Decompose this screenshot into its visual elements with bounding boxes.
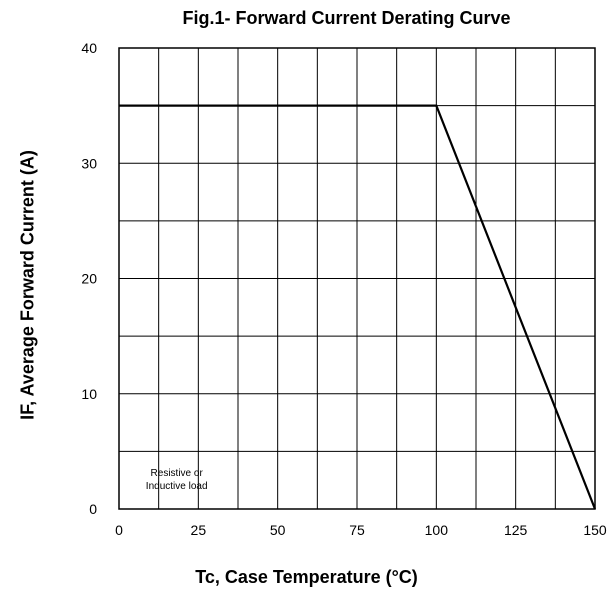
annotation-text: Inductive load (146, 481, 208, 492)
x-tick-label: 0 (115, 522, 123, 538)
y-tick-label: 10 (81, 386, 97, 402)
series-group (119, 104, 597, 510)
y-tick-label: 20 (81, 271, 97, 287)
annotation-text: Resistive or (151, 468, 204, 479)
ticks-group: 0 25 50 75 100 125 150 0 10 20 30 40 (81, 40, 606, 538)
chart-title: Fig.1- Forward Current Derating Curve (182, 8, 511, 28)
y-tick-label: 30 (81, 155, 97, 171)
annotations-group: Resistive or Inductive load (146, 468, 208, 492)
x-axis-label: Tc, Case Temperature (°C) (195, 567, 418, 587)
grid (118, 47, 596, 510)
derating-curve-line (119, 104, 597, 510)
x-tick-label: 50 (270, 522, 286, 538)
x-tick-label: 125 (504, 522, 528, 538)
y-tick-label: 0 (89, 501, 97, 517)
x-tick-label: 75 (349, 522, 365, 538)
y-tick-label: 40 (81, 40, 97, 56)
x-tick-label: 100 (425, 522, 449, 538)
x-tick-label: 150 (583, 522, 607, 538)
x-tick-label: 25 (191, 522, 207, 538)
plot-frame (118, 47, 596, 510)
